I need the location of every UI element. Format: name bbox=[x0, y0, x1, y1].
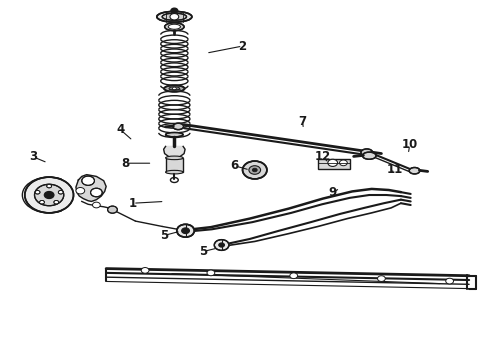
Circle shape bbox=[290, 273, 297, 279]
Circle shape bbox=[252, 168, 257, 172]
Ellipse shape bbox=[409, 167, 420, 174]
Polygon shape bbox=[76, 175, 106, 202]
Bar bbox=[166, 158, 183, 172]
Text: 5: 5 bbox=[161, 229, 169, 242]
Circle shape bbox=[249, 166, 261, 174]
Ellipse shape bbox=[166, 170, 183, 174]
Text: 9: 9 bbox=[329, 186, 337, 199]
Ellipse shape bbox=[173, 123, 184, 130]
Circle shape bbox=[58, 190, 63, 194]
Circle shape bbox=[141, 267, 149, 273]
Circle shape bbox=[243, 161, 267, 179]
Circle shape bbox=[82, 176, 95, 185]
Circle shape bbox=[170, 14, 179, 20]
Text: 4: 4 bbox=[117, 123, 125, 136]
Polygon shape bbox=[164, 147, 185, 158]
Circle shape bbox=[172, 87, 176, 90]
Circle shape bbox=[91, 188, 102, 197]
Circle shape bbox=[44, 192, 54, 199]
Circle shape bbox=[377, 276, 385, 282]
Text: 2: 2 bbox=[239, 40, 246, 53]
Circle shape bbox=[340, 160, 347, 166]
Circle shape bbox=[93, 202, 100, 208]
Text: 7: 7 bbox=[298, 114, 307, 127]
Text: 8: 8 bbox=[122, 157, 130, 170]
Ellipse shape bbox=[157, 12, 192, 22]
Text: 6: 6 bbox=[230, 159, 239, 172]
Circle shape bbox=[54, 201, 59, 204]
Circle shape bbox=[177, 224, 195, 237]
Text: 3: 3 bbox=[29, 150, 37, 163]
Text: 12: 12 bbox=[315, 150, 331, 163]
Ellipse shape bbox=[169, 87, 180, 90]
Ellipse shape bbox=[164, 85, 185, 92]
Ellipse shape bbox=[166, 132, 183, 137]
Circle shape bbox=[214, 240, 229, 250]
Circle shape bbox=[35, 190, 40, 194]
Circle shape bbox=[34, 184, 64, 206]
Text: 5: 5 bbox=[199, 245, 208, 258]
Circle shape bbox=[182, 228, 190, 234]
Text: 10: 10 bbox=[402, 139, 418, 152]
Ellipse shape bbox=[168, 24, 180, 29]
Circle shape bbox=[25, 177, 74, 213]
Text: 11: 11 bbox=[387, 163, 403, 176]
Circle shape bbox=[108, 206, 117, 213]
Circle shape bbox=[328, 159, 338, 166]
Circle shape bbox=[40, 201, 45, 204]
Circle shape bbox=[446, 278, 454, 284]
Circle shape bbox=[171, 8, 178, 13]
Bar bbox=[318, 159, 350, 169]
Circle shape bbox=[76, 188, 85, 194]
Circle shape bbox=[219, 243, 224, 247]
Ellipse shape bbox=[361, 149, 373, 156]
Ellipse shape bbox=[363, 152, 376, 159]
Text: 1: 1 bbox=[129, 197, 137, 210]
Circle shape bbox=[207, 270, 215, 276]
Circle shape bbox=[47, 184, 51, 188]
Ellipse shape bbox=[162, 13, 187, 20]
Ellipse shape bbox=[165, 23, 184, 31]
Ellipse shape bbox=[166, 156, 183, 159]
